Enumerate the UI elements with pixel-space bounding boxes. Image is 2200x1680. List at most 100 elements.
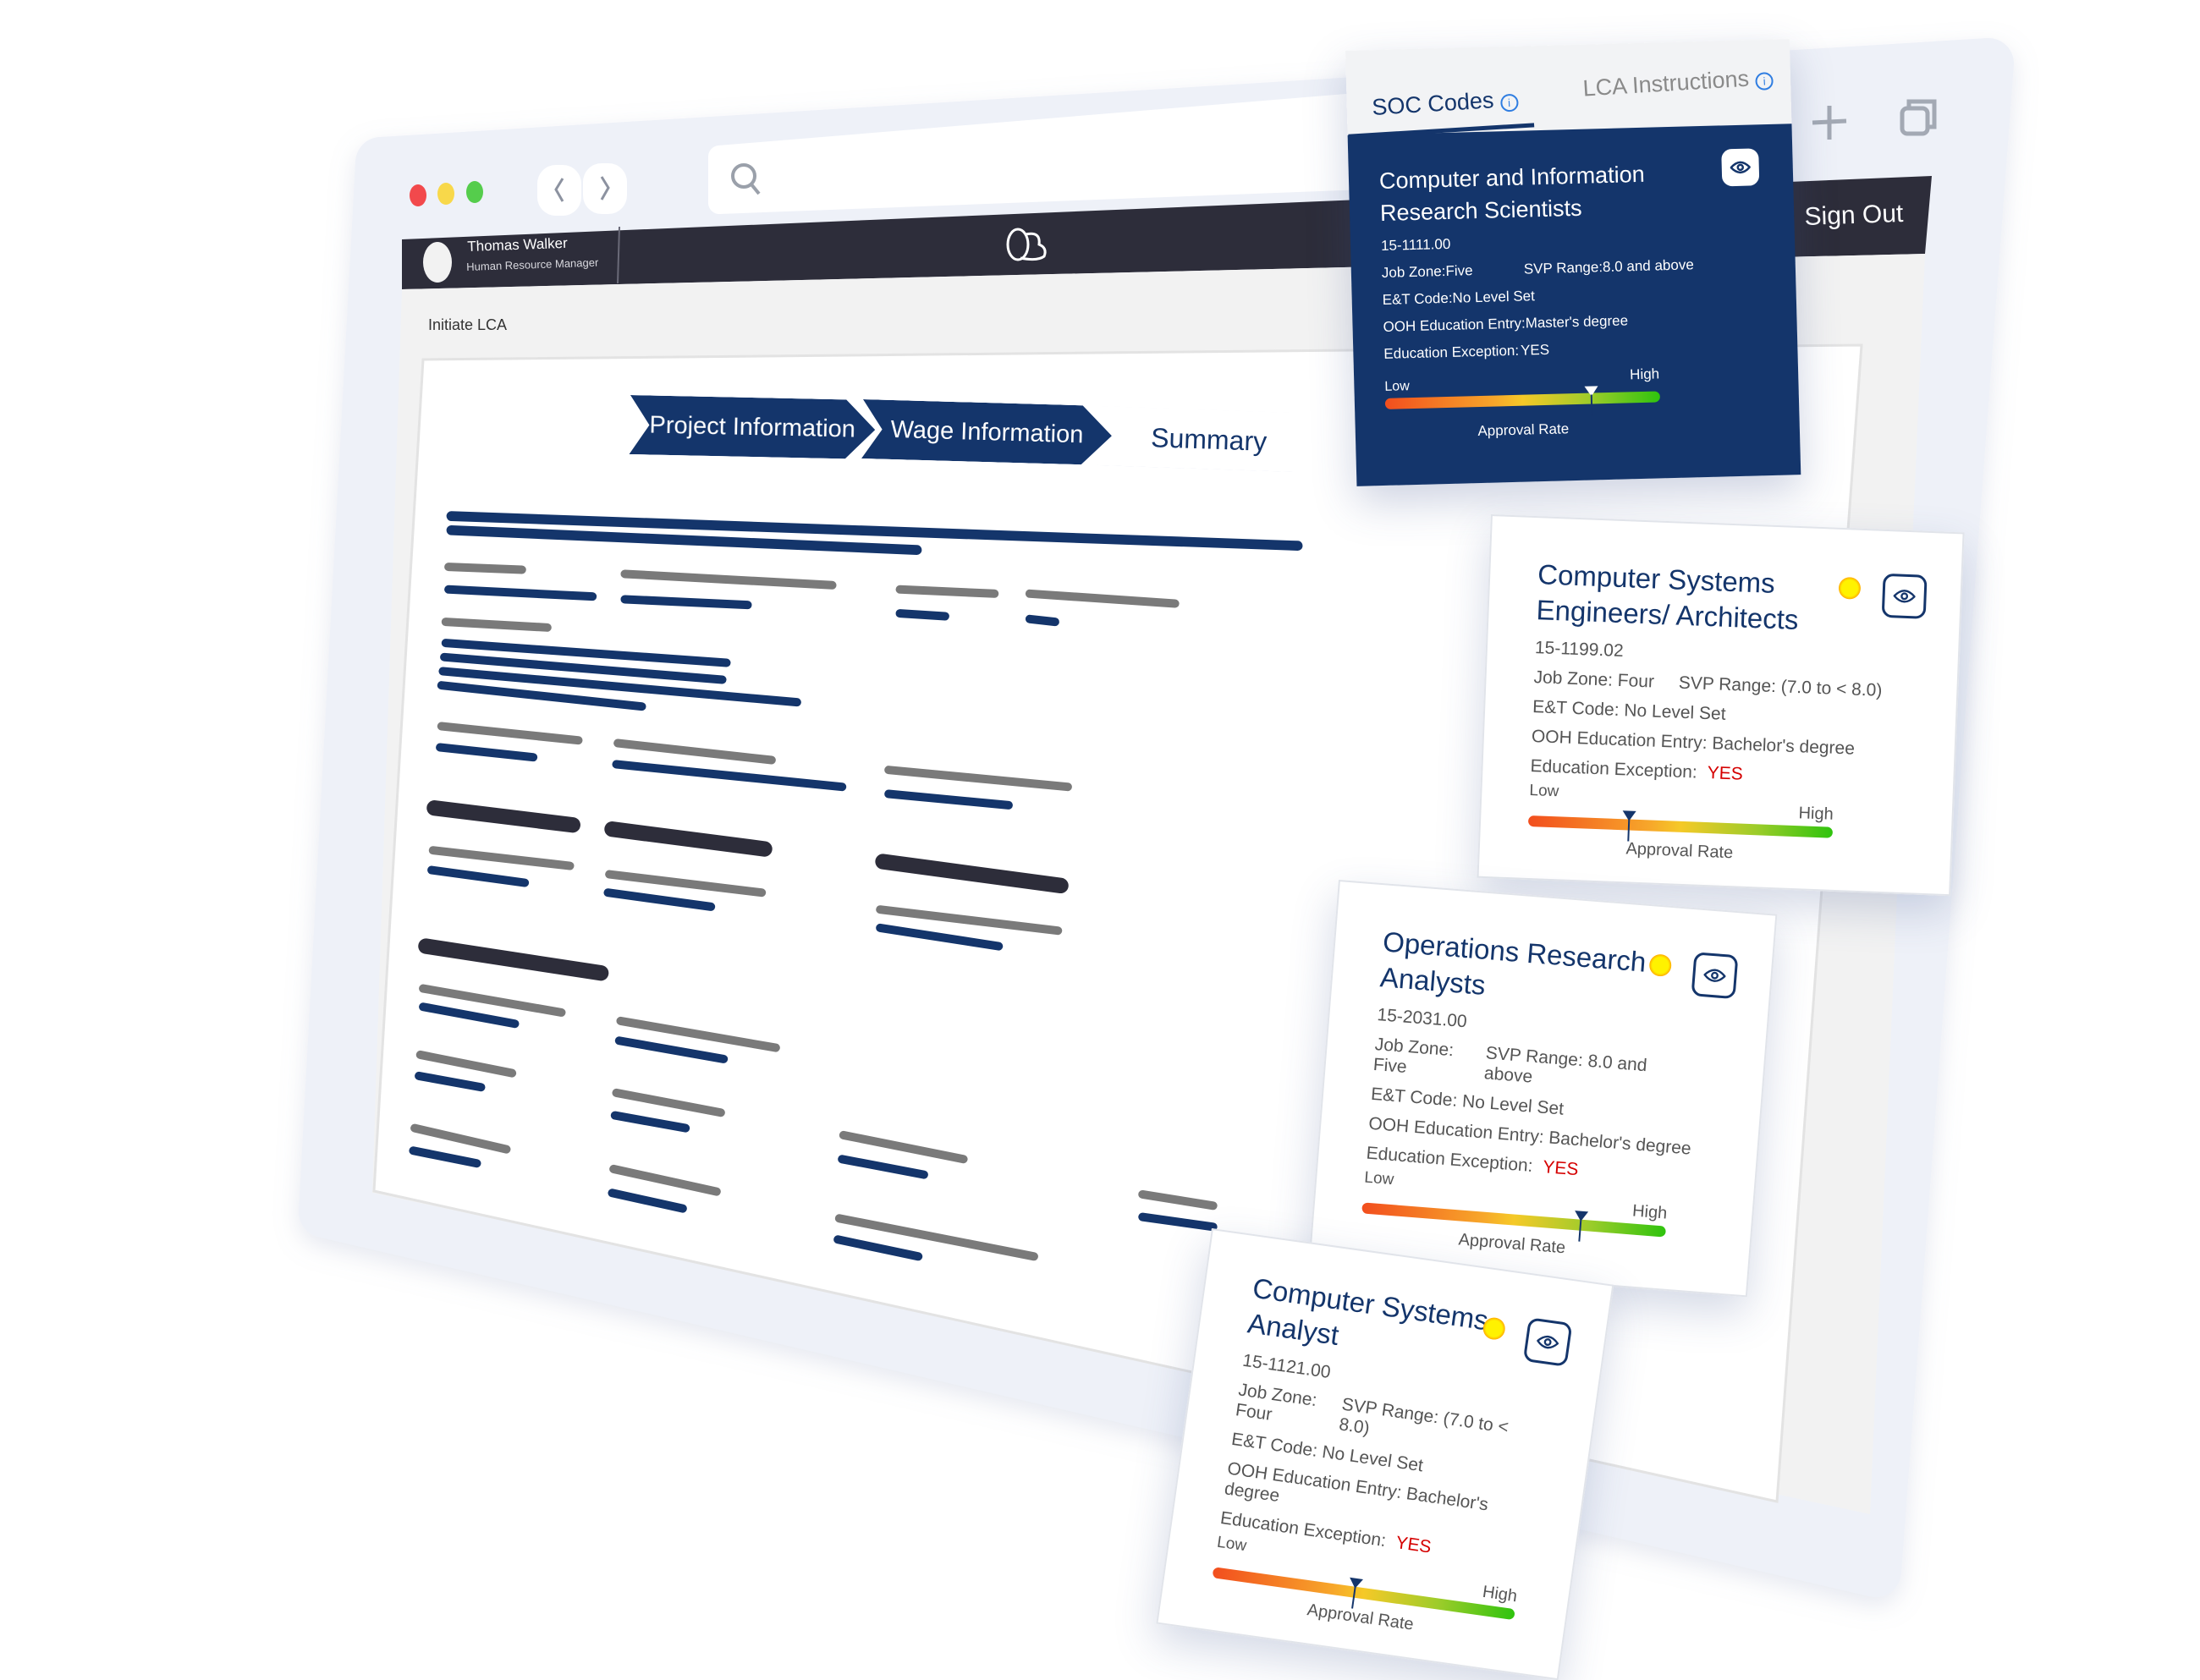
skeleton-line [620, 569, 837, 590]
job-zone: Job Zone: Four [1234, 1380, 1318, 1425]
et-code: E&T Code: No Level Set [1370, 1084, 1565, 1119]
skeleton-line [418, 938, 609, 981]
et-code: E&T Code: No Level Set [1532, 697, 1726, 724]
step-project-information[interactable]: Project Information [630, 395, 876, 459]
skeleton-line [895, 585, 999, 598]
skeleton-line [610, 1111, 690, 1133]
soc-card-1[interactable]: Computer Systems Engineers/ Architects 1… [1477, 514, 1965, 897]
et-code: E&T Code:No Level Set [1382, 288, 1536, 308]
gauge-bar [1384, 391, 1661, 409]
skeleton-line [440, 652, 727, 684]
skeleton-line [444, 563, 526, 574]
eye-icon[interactable] [1522, 1317, 1573, 1367]
skeleton-line [1025, 614, 1059, 627]
sign-out-link[interactable]: Sign Out [1804, 199, 1904, 231]
soc-card-3[interactable]: Computer Systems Analyst 15-1121.00 Job … [1156, 1228, 1614, 1680]
edu-exception-label: Education Exception: [1383, 342, 1520, 362]
step-label: Summary [1150, 421, 1268, 457]
soc-title: Computer and Information Research Scient… [1378, 161, 1646, 226]
skeleton-line [415, 1050, 517, 1078]
info-icon[interactable]: i [1755, 71, 1774, 91]
job-zone: Job Zone: Five [1372, 1034, 1455, 1077]
breadcrumb: Initiate LCA [428, 316, 508, 333]
chevron-right-icon [600, 176, 610, 200]
content-skeleton [409, 511, 1303, 1261]
step-label: Wage Information [890, 415, 1084, 448]
skeleton-line [605, 870, 767, 898]
soc-card-2[interactable]: Operations Research Analysts 15-2031.00 … [1308, 880, 1778, 1298]
skeleton-line [444, 585, 597, 601]
logo-icon[interactable] [1006, 228, 1047, 261]
avatar[interactable] [423, 242, 452, 283]
gauge-label: Approval Rate [1477, 420, 1570, 440]
skeleton-line [838, 1155, 928, 1179]
soc-code: 15-1111.00 [1380, 235, 1451, 254]
tab-lca-instructions[interactable]: LCA Instructions i [1582, 64, 1776, 133]
skeleton-line [446, 524, 922, 555]
job-zone: Job Zone: Four [1533, 667, 1655, 692]
edu-exception-value: YES [1707, 763, 1744, 784]
skeleton-line [438, 667, 801, 707]
skeleton-line [436, 743, 538, 762]
skeleton-line [603, 888, 716, 911]
skeleton-line [446, 511, 1303, 551]
gauge-high: High [1631, 1201, 1669, 1223]
gauge-high: High [1481, 1582, 1519, 1606]
edu-exception-value: YES [1520, 341, 1550, 359]
skeleton-line [613, 738, 776, 765]
skeleton-line [834, 1214, 1038, 1261]
maximize-window-button[interactable] [466, 181, 483, 203]
gauge-marker [1584, 386, 1598, 397]
plus-icon[interactable] [1812, 106, 1847, 140]
skeleton-line [608, 1189, 687, 1213]
svp-range: SVP Range: (7.0 to < 8.0) [1678, 673, 1883, 700]
soc-card-0[interactable]: Computer and Information Research Scient… [1347, 124, 1801, 486]
info-icon[interactable]: i [1499, 93, 1519, 113]
skeleton-line [1025, 589, 1180, 608]
skeleton-line [415, 1071, 486, 1092]
skeleton-line [437, 681, 646, 711]
edu-exception-label: Education Exception: [1530, 756, 1698, 782]
step-summary[interactable]: Summary [1098, 406, 1320, 473]
soc-code: 15-1199.02 [1534, 638, 1625, 662]
skeleton-line [616, 1016, 780, 1052]
gauge-low: Low [1529, 781, 1559, 801]
step-wage-information[interactable]: Wage Information [861, 399, 1113, 465]
close-window-button[interactable] [410, 184, 426, 206]
eye-icon[interactable] [1691, 952, 1739, 1000]
eye-icon[interactable] [1881, 573, 1928, 619]
eye-icon[interactable] [1721, 148, 1760, 187]
skeleton-line [428, 846, 575, 870]
skeleton-line [1138, 1212, 1218, 1232]
back-button[interactable] [537, 165, 581, 216]
forward-button[interactable] [583, 163, 627, 214]
skeleton-line [419, 984, 566, 1017]
skeleton-line [833, 1235, 923, 1261]
skeleton-line [427, 865, 530, 887]
gauge-bar [1527, 815, 1834, 838]
skeleton-line [876, 923, 1004, 951]
skeleton-line [410, 1123, 511, 1154]
skeleton-line [604, 821, 773, 857]
gauge-high: High [1798, 804, 1834, 824]
skeleton-line [441, 639, 731, 667]
gauge-marker [1622, 810, 1636, 821]
skeleton-line [876, 905, 1063, 936]
edu-exception-value: YES [1542, 1157, 1580, 1180]
copy-windows-icon[interactable] [1900, 99, 1937, 136]
skeleton-line [609, 1164, 721, 1196]
skeleton-line [409, 1146, 481, 1168]
skeleton-line [612, 1088, 725, 1117]
gauge-low: Low [1384, 379, 1410, 394]
step-label: Project Information [649, 410, 856, 443]
minimize-window-button[interactable] [437, 183, 454, 205]
skeleton-line [441, 618, 552, 632]
gauge-low: Low [1215, 1533, 1248, 1556]
soc-title: Computer Systems Engineers/ Architects [1536, 558, 1800, 636]
user-name: Thomas Walker [467, 234, 568, 255]
panel-tabs: SOC Codes i LCA Instructions i [1345, 39, 1792, 139]
skeleton-line [884, 789, 1013, 810]
approval-gauge: Low High Approval Rate [1384, 365, 1661, 448]
approval-gauge: Low High Approval Rate [1526, 782, 1834, 870]
skeleton-line [620, 595, 752, 610]
